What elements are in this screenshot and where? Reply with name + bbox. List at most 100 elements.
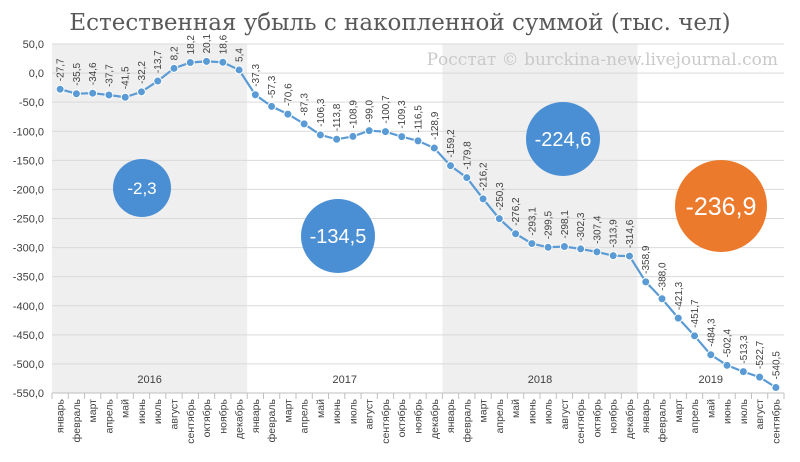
x-tick-label: март [673, 399, 685, 423]
x-tick-label: июнь [526, 398, 538, 424]
data-label: -358,9 [641, 245, 652, 274]
x-tick-label: апрель [299, 398, 311, 433]
data-label: -106,3 [316, 98, 327, 127]
data-point [429, 143, 439, 153]
data-point [283, 109, 293, 119]
data-point [169, 63, 179, 73]
data-label: -307,4 [592, 215, 603, 244]
data-label: -388,0 [658, 262, 669, 291]
x-tick-label: июнь [136, 398, 148, 424]
x-tick-label: март [282, 399, 294, 423]
x-tick-label: февраль [461, 398, 473, 442]
x-tick-label: апрель [689, 398, 701, 433]
y-tick-label: -150,0 [13, 155, 44, 167]
data-label: -35,5 [72, 63, 83, 86]
data-label: -313,9 [609, 219, 620, 248]
x-tick-label: август [754, 399, 766, 430]
data-label: -484,3 [706, 318, 717, 347]
data-point [446, 161, 456, 171]
data-label: 5,4 [235, 48, 246, 62]
x-tick-label: апрель [103, 398, 115, 433]
x-tick-label: ноябрь [608, 398, 620, 433]
data-label: -451,7 [690, 299, 701, 328]
data-point [120, 92, 130, 102]
data-series [55, 56, 781, 392]
y-tick-label: -100,0 [13, 126, 44, 138]
x-tick-label: май [705, 399, 717, 418]
data-label: -34,6 [88, 62, 99, 85]
x-tick-label: апрель [494, 398, 506, 433]
y-tick-label: -300,0 [13, 243, 44, 255]
x-tick-label: январь [445, 398, 457, 433]
data-point [738, 367, 748, 377]
data-point [364, 126, 374, 136]
x-tick-label: май [315, 399, 327, 418]
data-point [771, 382, 781, 392]
data-label: -314,6 [625, 219, 636, 248]
x-tick-label: июль [152, 398, 164, 424]
total-bubble-label: -134,5 [310, 226, 367, 248]
total-bubble [113, 159, 171, 217]
data-label: 20,1 [202, 33, 213, 53]
y-tick-label: -550,0 [13, 388, 44, 400]
x-tick-label: декабрь [624, 398, 636, 438]
data-point [348, 131, 358, 141]
data-point [250, 90, 260, 100]
data-point [755, 372, 765, 382]
data-point [136, 87, 146, 97]
data-point [706, 350, 716, 360]
data-point [55, 84, 65, 94]
total-bubble-label: -2,3 [127, 179, 156, 198]
data-point [657, 294, 667, 304]
data-point [690, 331, 700, 341]
total-bubbles: -2,3 -134,5 -224,6 -236,9 [113, 102, 767, 273]
data-label: -116,5 [414, 105, 425, 133]
data-label: -298,1 [560, 210, 571, 239]
data-label: -293,1 [527, 207, 538, 236]
x-tick-label: июль [738, 398, 750, 424]
data-label: -216,2 [479, 162, 490, 191]
data-label: -302,3 [576, 212, 587, 241]
x-tick-label: январь [640, 398, 652, 433]
data-point [104, 90, 114, 100]
x-tick-label: октябрь [591, 398, 603, 437]
data-label: -108,9 [348, 100, 359, 129]
x-tick-label: январь [55, 398, 67, 433]
data-label: 8,2 [170, 46, 181, 60]
x-tick-label: май [120, 399, 132, 418]
chart-title: Естественная убыль с накопленной суммой … [69, 10, 730, 36]
y-tick-label: -50,0 [19, 97, 44, 109]
data-label: -37,7 [104, 64, 115, 87]
data-label: -99,0 [365, 99, 376, 122]
x-tick-label: июнь [331, 398, 343, 424]
data-point [478, 194, 488, 204]
data-label: -421,3 [674, 281, 685, 310]
data-label: -128,9 [430, 111, 441, 140]
x-tick-label: май [510, 399, 522, 418]
data-point [185, 57, 195, 67]
data-point [494, 214, 504, 224]
x-tick-label: ноябрь [217, 398, 229, 433]
watermark: Росстат © burckina-new.livejournal.com [427, 50, 778, 70]
data-label: -87,3 [300, 93, 311, 116]
year-label: 2018 [528, 374, 552, 386]
x-tick-label: июль [347, 398, 359, 424]
data-label: 18,2 [186, 35, 197, 55]
data-point [71, 89, 81, 99]
data-label: -159,2 [446, 129, 457, 158]
x-tick-label: июнь [722, 398, 734, 424]
total-bubble [526, 102, 600, 176]
x-tick-label: февраль [266, 398, 278, 442]
x-tick-label: декабрь [234, 398, 246, 438]
data-label: -70,6 [283, 83, 294, 106]
data-point [722, 360, 732, 370]
data-point [673, 313, 683, 323]
data-point [527, 239, 537, 249]
data-point [559, 241, 569, 251]
x-tick-label: январь [250, 398, 262, 433]
data-label: -276,2 [511, 197, 522, 226]
data-label: -179,8 [462, 141, 473, 170]
data-point [234, 65, 244, 75]
y-tick-label: -350,0 [13, 272, 44, 284]
